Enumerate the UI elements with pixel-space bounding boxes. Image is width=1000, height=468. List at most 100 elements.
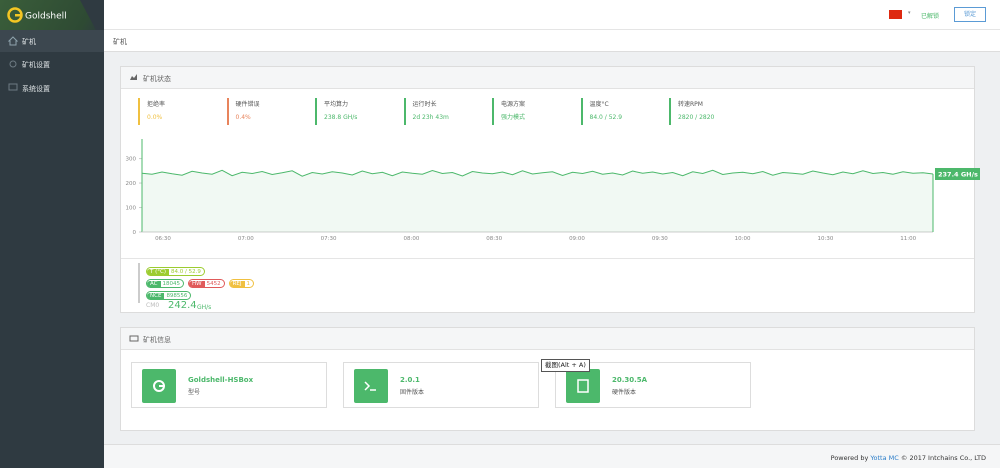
stat: 硬件错误 0.4%	[226, 98, 260, 125]
current-label-bg	[935, 167, 980, 180]
badge: NCE 898556	[146, 291, 192, 300]
stat: 平均算力 238.8 GH/s	[315, 98, 357, 125]
info-card: Goldshell-HSBox 型号	[131, 362, 327, 408]
stat-value: 2d 23h 43m	[412, 114, 449, 121]
x-tick-label: 07:00	[238, 236, 254, 242]
device-name: CM0	[146, 302, 160, 309]
badge-label: NCE	[147, 293, 165, 299]
card-icon	[142, 369, 176, 403]
stat: 拒绝率 0.0%	[138, 98, 165, 125]
hashrate-area	[142, 170, 933, 232]
tooltip: 截图(Alt + A)	[541, 359, 590, 372]
stat-value: 0.4%	[235, 114, 251, 121]
x-tick-label: 08:30	[486, 236, 502, 242]
badge: T (°C) 84.0 / 52.9	[146, 267, 205, 276]
y-tick-label: 100	[126, 206, 137, 212]
stat: 温度°C 84.0 / 52.9	[580, 98, 623, 125]
footer-prefix: Powered by	[830, 454, 869, 462]
stat: 电源方案 强力模式	[492, 98, 525, 125]
x-tick-label: 08:00	[403, 236, 419, 242]
badges: T (°C) 84.0 / 52.9 AC 18045 HW 5452 REJ 1 NCE 898…	[146, 265, 286, 301]
stat-label: 运行时长	[412, 101, 437, 108]
footer-text: Powered by Yotta MC © 2017 Intchains Co.…	[831, 454, 986, 462]
panel-title: 矿机状态	[121, 67, 974, 89]
x-tick-label: 07:30	[321, 236, 337, 242]
x-tick-label: 06:30	[155, 236, 171, 242]
y-tick-label: 0	[133, 230, 137, 236]
status-panel: 矿机状态	[120, 66, 975, 313]
unlock-status: 已解锁	[921, 13, 940, 20]
hashrate-chart: 0 100 200 300 06:30 07:00 07:30 08:00 08:30 09:00…	[126, 139, 980, 242]
panel-title: 矿机信息	[121, 328, 974, 350]
y-tick-label: 300	[126, 157, 137, 163]
topbar: ▾ 已解锁 锁定	[104, 0, 1000, 30]
hashrate-line	[141, 169, 934, 177]
card-value: Goldshell-HSBox	[188, 376, 254, 384]
footer-link[interactable]: Yotta MC	[870, 454, 899, 462]
device-bar	[138, 263, 140, 303]
badge: AC 18045	[146, 279, 185, 288]
badge-label: REJ	[229, 281, 245, 287]
stat-label: 平均算力	[324, 101, 349, 108]
stat: 运行时长 2d 23h 43m	[403, 98, 449, 125]
stat-label: 电源方案	[501, 101, 526, 108]
logo-art: Goldshell	[7, 0, 104, 30]
badge-label: AC	[147, 281, 161, 287]
flag[interactable]	[889, 10, 902, 19]
stat: 转速RPM 2820 / 2820	[669, 98, 714, 125]
badge: REJ 1	[228, 279, 255, 288]
card-value: 20.30.5A	[612, 376, 648, 384]
stat-value: 2820 / 2820	[678, 114, 715, 121]
chart-icon	[130, 74, 137, 80]
divider	[121, 258, 974, 259]
sidebar	[0, 0, 104, 468]
icon-chip	[577, 379, 589, 393]
monitor-icon	[129, 335, 139, 342]
current-label: 237.4 GH/s	[938, 170, 978, 178]
menu-item[interactable]: 矿机设置	[22, 61, 50, 69]
footer-suffix: © 2017 Intchains Co., LTD	[900, 454, 986, 462]
card-label: 型号	[188, 389, 201, 396]
info-card: 2.0.1 固件版本	[343, 362, 539, 408]
stat-label: 转速RPM	[678, 101, 703, 108]
footer	[104, 444, 1000, 468]
badge-value: 1	[246, 281, 251, 287]
badge-value: 84.0 / 52.9	[171, 269, 201, 275]
logo[interactable]: Goldshell	[0, 0, 104, 30]
x-tick-label: 10:00	[735, 236, 751, 242]
x-tick-label: 11:00	[900, 236, 916, 242]
badge-value: 5452	[206, 281, 221, 287]
stat-value: 238.8 GH/s	[324, 114, 358, 121]
card-icon	[566, 369, 600, 403]
device-hashrate: 242.4	[168, 300, 197, 311]
badge: HW 5452	[188, 279, 225, 288]
caret: ▾	[908, 10, 911, 16]
card-value: 2.0.1	[400, 376, 420, 384]
menu-icons	[8, 36, 18, 91]
stat-value: 强力模式	[501, 114, 526, 121]
brand: Goldshell	[25, 12, 67, 22]
menu-item[interactable]: 矿机	[0, 30, 104, 52]
stat-label: 温度°C	[589, 101, 609, 108]
menu-item[interactable]: 系统设置	[22, 85, 50, 93]
stat-value: 84.0 / 52.9	[589, 114, 623, 121]
card-label: 硬件版本	[612, 389, 637, 396]
icon-terminal	[364, 381, 376, 391]
x-tick-label: 10:30	[817, 236, 833, 242]
stat-label: 拒绝率	[147, 101, 166, 108]
badge-value: 898556	[166, 293, 188, 299]
badge-label: T (°C)	[147, 269, 169, 275]
breadcrumb: 矿机	[104, 30, 1000, 52]
badge-label: HW	[189, 281, 205, 287]
x-tick-label: 09:00	[569, 236, 585, 242]
icon-g	[153, 380, 165, 392]
stat-label: 硬件错误	[235, 101, 260, 108]
lock-button[interactable]: 锁定	[954, 7, 986, 22]
y-tick-label: 200	[126, 181, 137, 187]
badge-value: 18045	[162, 281, 181, 287]
hashrate-unit: GH/s	[197, 304, 212, 311]
card-label: 固件版本	[400, 389, 425, 396]
card-icon	[354, 369, 388, 403]
stat-value: 0.0%	[147, 114, 163, 121]
